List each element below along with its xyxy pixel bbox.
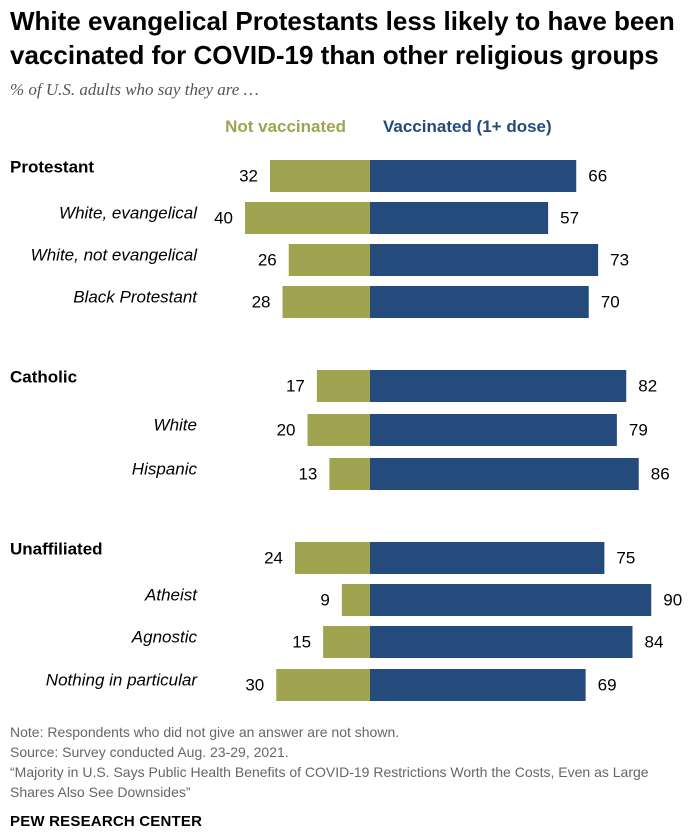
bar-vaccinated: [370, 414, 617, 446]
note-text: Note: Respondents who did not give an an…: [10, 724, 400, 740]
bar-vaccinated: [370, 244, 599, 276]
bar-not-vaccinated: [316, 370, 370, 402]
value-label-vaccinated: 57: [560, 208, 579, 227]
category-label: White: [154, 415, 197, 434]
category-label: Atheist: [144, 585, 198, 604]
value-label-not-vaccinated: 15: [292, 632, 311, 651]
value-label-not-vaccinated: 30: [245, 675, 264, 694]
chart-notes: Note: Respondents who did not give an an…: [10, 722, 685, 802]
bar-not-vaccinated: [288, 244, 370, 276]
bar-vaccinated: [370, 160, 577, 192]
category-label: Hispanic: [132, 459, 198, 478]
value-label-vaccinated: 90: [663, 590, 682, 609]
bar-not-vaccinated: [245, 202, 370, 234]
bar-not-vaccinated: [341, 584, 370, 616]
bar-not-vaccinated: [270, 160, 370, 192]
chart-subtitle: % of U.S. adults who say they are …: [10, 80, 259, 99]
bar-vaccinated: [370, 286, 589, 318]
value-label-not-vaccinated: 40: [214, 208, 233, 227]
value-label-vaccinated: 75: [616, 548, 635, 567]
value-label-not-vaccinated: 9: [320, 590, 329, 609]
bar-vaccinated: [370, 370, 627, 402]
value-label-not-vaccinated: 13: [298, 464, 317, 483]
value-label-vaccinated: 86: [651, 464, 670, 483]
bar-not-vaccinated: [329, 458, 370, 490]
bar-vaccinated: [370, 584, 652, 616]
value-label-vaccinated: 73: [610, 250, 629, 269]
chart-title: White evangelical Protestants less likel…: [10, 6, 675, 70]
value-label-not-vaccinated: 24: [264, 548, 283, 567]
value-label-not-vaccinated: 28: [252, 292, 271, 311]
value-label-vaccinated: 82: [638, 376, 657, 395]
category-label: Nothing in particular: [46, 670, 199, 689]
bar-vaccinated: [370, 626, 633, 658]
brand-logo-text: PEW RESEARCH CENTER: [10, 813, 203, 830]
bar-not-vaccinated: [295, 542, 370, 574]
value-label-not-vaccinated: 17: [286, 376, 305, 395]
value-label-vaccinated: 66: [588, 166, 607, 185]
bar-vaccinated: [370, 458, 639, 490]
value-label-vaccinated: 70: [601, 292, 620, 311]
bar-not-vaccinated: [323, 626, 370, 658]
category-label: Protestant: [10, 157, 94, 176]
category-label: Unaffiliated: [10, 539, 103, 558]
value-label-not-vaccinated: 32: [239, 166, 258, 185]
report-title-text: “Majority in U.S. Says Public Health Ben…: [10, 764, 649, 800]
legend-not-vaccinated: Not vaccinated: [225, 117, 346, 136]
bar-not-vaccinated: [282, 286, 370, 318]
category-label: Agnostic: [131, 627, 198, 646]
category-label: Black Protestant: [73, 287, 198, 306]
diverging-bar-chart: Protestant 32 66 White, evangelical 40 57 Whit…: [10, 157, 682, 701]
bar-vaccinated: [370, 542, 605, 574]
value-label-vaccinated: 79: [629, 420, 648, 439]
category-label: White, not evangelical: [31, 245, 199, 264]
value-label-not-vaccinated: 26: [258, 250, 277, 269]
category-label: White, evangelical: [59, 203, 198, 222]
category-label: Catholic: [10, 367, 77, 386]
bar-vaccinated: [370, 669, 586, 701]
legend-vaccinated: Vaccinated (1+ dose): [383, 117, 552, 136]
source-text: Source: Survey conducted Aug. 23-29, 202…: [10, 744, 289, 760]
value-label-vaccinated: 84: [645, 632, 664, 651]
value-label-vaccinated: 69: [598, 675, 617, 694]
bar-not-vaccinated: [307, 414, 370, 446]
bar-not-vaccinated: [276, 669, 370, 701]
value-label-not-vaccinated: 20: [277, 420, 296, 439]
bar-vaccinated: [370, 202, 549, 234]
